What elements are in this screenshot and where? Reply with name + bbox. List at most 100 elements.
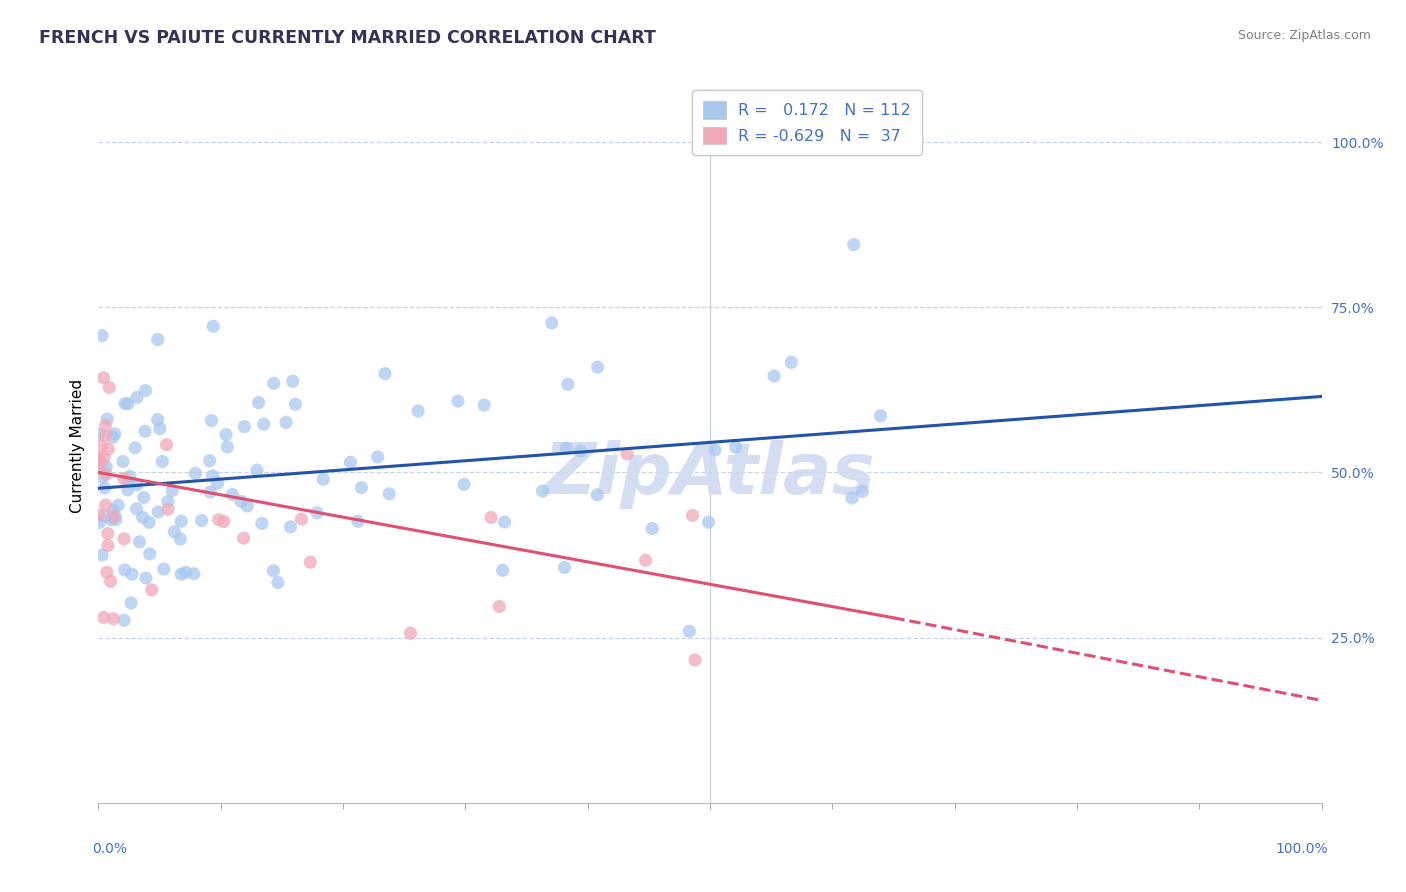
Point [557,377,579,392]
Point [399,626,422,640]
Point [93,450,115,465]
Point [869,409,891,423]
Point [97,526,120,541]
Point [146,333,169,347]
Point [616,447,638,461]
Point [103,612,125,626]
Point [103,509,125,524]
Point [97,539,120,553]
Point [215,427,238,442]
Point [207,476,229,491]
Point [406,404,429,418]
Point [634,553,657,567]
Point [233,419,256,434]
Point [100,513,122,527]
Point [724,440,747,454]
Point [305,506,328,520]
Legend: R =   0.172   N = 112, R = -0.629   N =  37: R = 0.172 N = 112, R = -0.629 N = 37 [692,90,922,155]
Point [93,481,115,495]
Point [201,468,224,483]
Point [447,394,470,409]
Point [141,582,163,597]
Point [114,396,136,410]
Point [378,487,401,501]
Point [491,563,513,577]
Point [170,567,193,582]
Point [763,369,786,384]
Point [146,505,169,519]
Point [90,439,112,453]
Point [114,563,136,577]
Point [841,491,863,505]
Point [157,502,180,516]
Point [479,510,502,524]
Point [586,488,609,502]
Point [112,472,135,486]
Point [232,531,254,545]
Point [125,391,148,405]
Point [87,458,110,473]
Point [184,467,207,481]
Text: ZipAtlas: ZipAtlas [544,440,876,509]
Point [97,442,120,457]
Point [156,494,179,508]
Point [253,417,276,431]
Point [217,440,239,454]
Point [174,566,197,580]
Point [678,624,700,639]
Point [87,455,110,469]
Point [453,477,475,491]
Point [87,451,110,466]
Point [780,355,803,369]
Point [112,532,135,546]
Text: 100.0%: 100.0% [1275,842,1327,856]
Point [118,469,141,483]
Point [703,443,725,458]
Point [339,455,361,469]
Point [494,515,516,529]
Point [284,397,307,411]
Point [236,499,259,513]
Point [94,418,117,433]
Point [262,564,284,578]
Point [641,522,664,536]
Point [87,508,110,523]
Point [146,412,169,426]
Point [134,424,156,438]
Point [267,575,290,590]
Point [107,498,129,512]
Point [247,395,270,409]
Point [281,374,304,388]
Point [128,534,150,549]
Point [139,547,162,561]
Point [569,444,592,458]
Point [200,485,222,500]
Point [200,413,222,427]
Point [312,472,335,486]
Point [125,477,148,491]
Point [125,502,148,516]
Point [202,319,225,334]
Text: 0.0%: 0.0% [93,842,128,856]
Point [104,508,127,523]
Point [246,463,269,477]
Point [96,566,118,580]
Point [169,532,191,546]
Point [91,548,114,562]
Point [101,430,124,444]
Point [472,398,495,412]
Point [207,513,229,527]
Point [94,498,117,512]
Point [374,367,396,381]
Point [367,450,389,464]
Point [290,512,312,526]
Point [90,458,112,472]
Point [150,454,173,468]
Point [121,567,143,582]
Point [152,562,174,576]
Point [683,653,706,667]
Text: Source: ZipAtlas.com: Source: ZipAtlas.com [1237,29,1371,42]
Point [100,574,122,589]
Point [89,453,111,467]
Point [586,360,609,375]
